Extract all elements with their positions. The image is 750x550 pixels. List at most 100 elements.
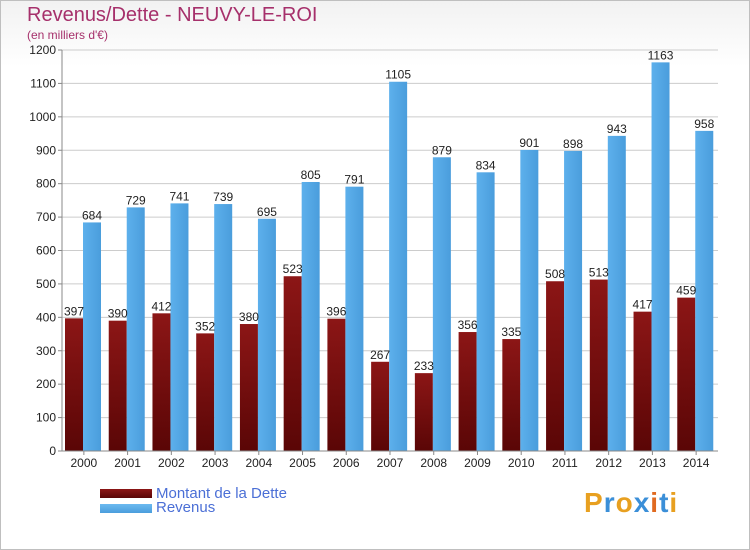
- x-tick-label-2011: 2011: [552, 456, 578, 470]
- legend-label-revenus: Revenus: [156, 499, 216, 516]
- bar-dette-2000: [65, 318, 83, 451]
- value-label-dette-2009: 356: [458, 318, 478, 332]
- bar-dette-2006: [327, 318, 346, 451]
- x-tick-label-2007: 2007: [377, 456, 404, 470]
- bar-revenus-2000: [83, 222, 101, 451]
- value-label-dette-2007: 267: [370, 348, 390, 362]
- bar-revenus-2006: [345, 186, 364, 451]
- y-tick-label: 100: [36, 411, 56, 425]
- bar-dette-2002: [152, 313, 171, 451]
- value-label-dette-2010: 335: [501, 325, 521, 339]
- y-tick-label: 900: [36, 143, 56, 157]
- y-tick-label: 800: [36, 177, 56, 191]
- value-label-dette-2008: 233: [414, 359, 434, 373]
- legend-swatch-revenus: [100, 504, 152, 513]
- bar-revenus-2007: [389, 81, 408, 451]
- y-tick-label: 700: [36, 210, 56, 224]
- logo-letter: o: [615, 487, 634, 518]
- x-tick-label-2004: 2004: [245, 456, 272, 470]
- y-tick-label: 400: [36, 310, 56, 324]
- value-label-revenus-2006: 791: [344, 173, 364, 187]
- bar-dette-2008: [414, 373, 433, 451]
- bar-dette-2012: [589, 279, 608, 451]
- x-tick-label-2003: 2003: [202, 456, 229, 470]
- y-axis-ticks: 0 100 200 300 400 500 600 700 800 900 1000 1100 1200: [29, 43, 62, 458]
- value-label-revenus-2003: 739: [213, 190, 233, 204]
- x-tick-label-2014: 2014: [683, 456, 710, 470]
- legend-label-dette: Montant de la Dette: [156, 485, 287, 502]
- value-label-dette-2004: 380: [239, 310, 259, 324]
- x-tick-label-2009: 2009: [464, 456, 491, 470]
- y-tick-label: 0: [49, 444, 56, 458]
- value-label-dette-2011: 508: [545, 267, 565, 281]
- value-label-dette-2002: 412: [151, 299, 171, 313]
- bar-revenus-2001: [126, 207, 145, 451]
- x-axis-ticks: 2000 2001 2002 2003 2004 2005 2006 2007 2008 2009…: [71, 451, 710, 470]
- y-tick-label: 300: [36, 344, 56, 358]
- value-label-revenus-2014: 958: [694, 117, 714, 131]
- proxiti-logo: Proxiti: [584, 487, 678, 519]
- logo-letter: t: [659, 487, 670, 518]
- value-label-revenus-2001: 729: [126, 193, 146, 207]
- bar-dette-2010: [502, 339, 521, 451]
- value-label-dette-2001: 390: [108, 307, 128, 321]
- value-label-dette-2005: 523: [283, 262, 303, 276]
- bar-revenus-2008: [432, 157, 451, 451]
- y-tick-label: 1100: [30, 76, 56, 90]
- value-label-dette-2000: 397: [64, 304, 84, 318]
- bar-revenus-2004: [257, 218, 276, 451]
- x-tick-label-2012: 2012: [595, 456, 622, 470]
- value-label-dette-2014: 459: [676, 284, 696, 298]
- bar-dette-2013: [633, 311, 652, 451]
- bar-dette-2005: [283, 276, 302, 451]
- value-labels: 397 684 390 729 412 741 352 739 380 695 523 805 396 7…: [64, 48, 715, 373]
- bar-revenus-2003: [214, 204, 233, 451]
- x-tick-label-2013: 2013: [639, 456, 666, 470]
- y-tick-label: 500: [36, 277, 56, 291]
- logo-letter: x: [633, 487, 651, 518]
- x-tick-label-2010: 2010: [508, 456, 535, 470]
- bar-revenus-2012: [607, 135, 626, 451]
- logo-letter: i: [650, 487, 660, 518]
- value-label-dette-2003: 352: [195, 319, 215, 333]
- value-label-dette-2013: 417: [633, 298, 653, 312]
- value-label-revenus-2002: 741: [169, 189, 189, 203]
- bar-dette-2011: [546, 281, 565, 451]
- x-tick-label-2005: 2005: [289, 456, 316, 470]
- value-label-revenus-2008: 879: [432, 143, 452, 157]
- bar-revenus-2014: [695, 130, 714, 451]
- bar-dette-2004: [239, 324, 258, 451]
- logo-letter: i: [669, 487, 679, 518]
- bar-dette-2007: [371, 361, 390, 451]
- value-label-revenus-2009: 834: [476, 158, 496, 172]
- bar-revenus-2005: [301, 181, 320, 451]
- bar-revenus-2013: [651, 62, 670, 451]
- x-tick-label-2006: 2006: [333, 456, 360, 470]
- bar-revenus-2011: [564, 150, 583, 451]
- x-tick-label-2000: 2000: [71, 456, 98, 470]
- bar-dette-2001: [108, 320, 127, 451]
- logo-letter: r: [603, 487, 616, 518]
- y-tick-label: 1000: [29, 110, 56, 124]
- y-tick-label: 200: [36, 377, 56, 391]
- value-label-revenus-2013: 1163: [648, 48, 674, 62]
- x-tick-label-2001: 2001: [114, 456, 141, 470]
- x-tick-label-2002: 2002: [158, 456, 185, 470]
- bar-dette-2009: [458, 332, 477, 451]
- value-label-revenus-2000: 684: [82, 208, 102, 222]
- chart-subtitle: (en milliers d'€): [27, 28, 108, 42]
- value-label-revenus-2005: 805: [301, 168, 321, 182]
- y-tick-label: 1200: [29, 43, 56, 57]
- bars: [65, 62, 714, 451]
- bar-revenus-2002: [170, 203, 189, 451]
- bar-revenus-2010: [520, 149, 539, 451]
- value-label-dette-2006: 396: [326, 305, 346, 319]
- x-tick-label-2008: 2008: [420, 456, 447, 470]
- bar-dette-2014: [677, 297, 696, 451]
- bar-revenus-2009: [476, 172, 495, 451]
- value-label-revenus-2004: 695: [257, 205, 277, 219]
- value-label-dette-2012: 513: [589, 266, 609, 280]
- chart-title: Revenus/Dette - NEUVY-LE-ROI: [27, 4, 318, 26]
- y-tick-label: 600: [36, 244, 56, 258]
